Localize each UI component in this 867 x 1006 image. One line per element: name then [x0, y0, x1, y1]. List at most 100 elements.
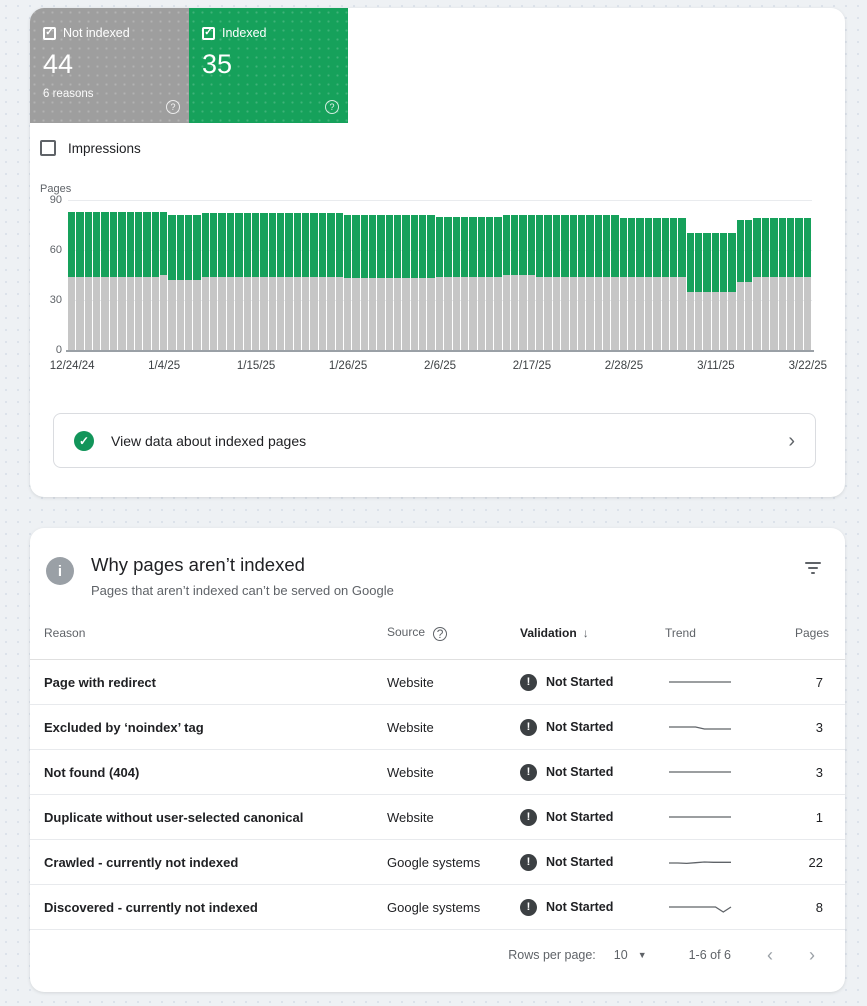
bar[interactable]	[553, 200, 561, 350]
bar[interactable]	[620, 200, 628, 350]
bar[interactable]	[737, 200, 745, 350]
bar[interactable]	[310, 200, 318, 350]
bar[interactable]	[411, 200, 419, 350]
bar[interactable]	[210, 200, 218, 350]
bar[interactable]	[662, 200, 670, 350]
bar[interactable]	[586, 200, 594, 350]
column-reason[interactable]: Reason	[44, 626, 387, 640]
bar[interactable]	[235, 200, 243, 350]
bar[interactable]	[511, 200, 519, 350]
help-icon[interactable]: ?	[325, 100, 339, 114]
bar[interactable]	[461, 200, 469, 350]
tile-not-indexed[interactable]: ✓ Not indexed 44 6 reasons ?	[30, 8, 189, 123]
bar[interactable]	[494, 200, 502, 350]
bar[interactable]	[453, 200, 461, 350]
bar[interactable]	[762, 200, 770, 350]
bar[interactable]	[277, 200, 285, 350]
bar[interactable]	[336, 200, 344, 350]
table-row[interactable]: Duplicate without user-selected canonica…	[30, 795, 845, 840]
impressions-toggle[interactable]: Impressions	[40, 140, 141, 156]
bar[interactable]	[68, 200, 76, 350]
bar[interactable]	[202, 200, 210, 350]
table-row[interactable]: Not found (404)Website!Not Started3	[30, 750, 845, 795]
bar[interactable]	[302, 200, 310, 350]
bar[interactable]	[369, 200, 377, 350]
not-indexed-checkbox-icon[interactable]: ✓	[43, 27, 56, 40]
bar[interactable]	[285, 200, 293, 350]
bar[interactable]	[728, 200, 736, 350]
column-source[interactable]: Source?	[387, 625, 520, 641]
bar[interactable]	[745, 200, 753, 350]
bar[interactable]	[678, 200, 686, 350]
bar[interactable]	[503, 200, 511, 350]
help-icon[interactable]: ?	[433, 627, 447, 641]
bar[interactable]	[544, 200, 552, 350]
bar[interactable]	[486, 200, 494, 350]
bar[interactable]	[352, 200, 360, 350]
bar[interactable]	[611, 200, 619, 350]
bar[interactable]	[394, 200, 402, 350]
bar[interactable]	[804, 200, 812, 350]
bar[interactable]	[595, 200, 603, 350]
bar[interactable]	[779, 200, 787, 350]
bar[interactable]	[185, 200, 193, 350]
table-row[interactable]: Discovered - currently not indexedGoogle…	[30, 885, 845, 930]
bar[interactable]	[110, 200, 118, 350]
bar[interactable]	[168, 200, 176, 350]
bar[interactable]	[252, 200, 260, 350]
bar[interactable]	[436, 200, 444, 350]
filter-icon[interactable]	[803, 554, 823, 598]
bar[interactable]	[528, 200, 536, 350]
bar[interactable]	[118, 200, 126, 350]
bar[interactable]	[703, 200, 711, 350]
bar[interactable]	[319, 200, 327, 350]
bar[interactable]	[402, 200, 410, 350]
bar[interactable]	[101, 200, 109, 350]
view-indexed-data-banner[interactable]: ✓ View data about indexed pages ›	[53, 413, 816, 468]
bar[interactable]	[695, 200, 703, 350]
table-row[interactable]: Crawled - currently not indexedGoogle sy…	[30, 840, 845, 885]
bar[interactable]	[76, 200, 84, 350]
rows-per-page-dropdown[interactable]: 10 ▼	[614, 948, 647, 962]
bar[interactable]	[787, 200, 795, 350]
bar[interactable]	[444, 200, 452, 350]
bar[interactable]	[361, 200, 369, 350]
bar[interactable]	[227, 200, 235, 350]
bar[interactable]	[561, 200, 569, 350]
bar[interactable]	[770, 200, 778, 350]
bar[interactable]	[135, 200, 143, 350]
bar[interactable]	[160, 200, 168, 350]
next-page-button[interactable]: ›	[809, 946, 815, 964]
bar[interactable]	[603, 200, 611, 350]
table-row[interactable]: Page with redirectWebsite!Not Started7	[30, 660, 845, 705]
stacked-bars[interactable]	[68, 200, 812, 350]
column-validation[interactable]: Validation↓	[520, 626, 665, 640]
bar[interactable]	[244, 200, 252, 350]
bar[interactable]	[193, 200, 201, 350]
bar[interactable]	[260, 200, 268, 350]
previous-page-button[interactable]: ‹	[767, 946, 773, 964]
bar[interactable]	[427, 200, 435, 350]
table-row[interactable]: Excluded by ‘noindex’ tagWebsite!Not Sta…	[30, 705, 845, 750]
bar[interactable]	[628, 200, 636, 350]
bar[interactable]	[294, 200, 302, 350]
bar[interactable]	[636, 200, 644, 350]
bar[interactable]	[478, 200, 486, 350]
bar[interactable]	[152, 200, 160, 350]
bar[interactable]	[653, 200, 661, 350]
bar[interactable]	[469, 200, 477, 350]
bar[interactable]	[712, 200, 720, 350]
bar[interactable]	[377, 200, 385, 350]
impressions-checkbox-icon[interactable]	[40, 140, 56, 156]
bar[interactable]	[386, 200, 394, 350]
indexed-checkbox-icon[interactable]: ✓	[202, 27, 215, 40]
bar[interactable]	[578, 200, 586, 350]
bar[interactable]	[687, 200, 695, 350]
bar[interactable]	[519, 200, 527, 350]
bar[interactable]	[143, 200, 151, 350]
bar[interactable]	[218, 200, 226, 350]
help-icon[interactable]: ?	[166, 100, 180, 114]
bar[interactable]	[85, 200, 93, 350]
bar[interactable]	[720, 200, 728, 350]
tile-indexed[interactable]: ✓ Indexed 35 ?	[189, 8, 348, 123]
